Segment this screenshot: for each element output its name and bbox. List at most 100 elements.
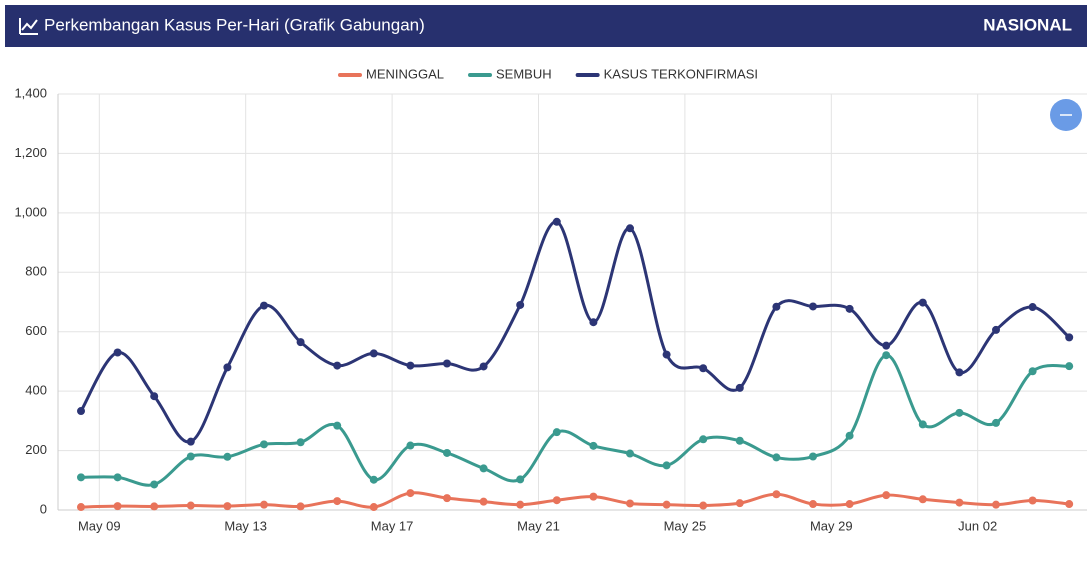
data-point (150, 480, 159, 489)
data-point (333, 361, 342, 370)
data-point (150, 502, 159, 511)
data-point (772, 453, 781, 462)
data-point (699, 435, 708, 444)
series-line (80, 491, 1070, 509)
data-point (516, 500, 525, 509)
data-point (296, 338, 305, 347)
data-point (955, 368, 964, 377)
data-point (809, 500, 817, 509)
plot: 0 200 400 600 800 1,000 1,200 1,400 May 09 May 13… (14, 66, 1087, 533)
data-point (918, 495, 927, 504)
data-point (735, 383, 744, 392)
data-point (992, 325, 1000, 334)
x-tick-label: May 29 (810, 518, 853, 533)
data-point (186, 452, 195, 461)
data-point (406, 489, 415, 498)
data-point (589, 318, 598, 327)
y-tick-label: 1,400 (14, 85, 47, 100)
x-tick-label: May 25 (664, 518, 707, 533)
data-point (223, 363, 232, 372)
data-point (992, 418, 1000, 427)
data-point (1065, 362, 1074, 371)
data-point (626, 449, 634, 458)
data-point (845, 304, 854, 313)
data-point (113, 502, 122, 511)
data-point (1028, 303, 1037, 312)
data-point (516, 475, 525, 484)
data-point (1065, 500, 1074, 509)
data-point (260, 440, 268, 449)
header-region: NASIONAL (983, 15, 1072, 34)
y-tick-label: 1,200 (14, 145, 47, 160)
data-point (809, 452, 817, 461)
data-point (809, 302, 817, 311)
legend-label: MENINGGAL (366, 66, 444, 81)
data-point (296, 438, 305, 447)
data-point (443, 494, 451, 503)
chart-icon (19, 18, 38, 35)
data-point (406, 361, 415, 370)
data-point (626, 224, 634, 233)
data-point (296, 502, 305, 511)
data-point (260, 500, 268, 509)
data-point (955, 408, 964, 417)
data-point (223, 452, 232, 461)
data-point (589, 441, 598, 450)
data-point (479, 464, 488, 473)
data-point (845, 431, 854, 440)
data-point (369, 349, 378, 358)
data-point (882, 341, 891, 350)
data-point (516, 300, 525, 309)
data-point (955, 498, 964, 507)
x-tick-label: May 13 (224, 518, 267, 533)
data-point (443, 359, 451, 368)
data-point (186, 437, 195, 446)
data-point (772, 490, 781, 499)
data-point (772, 302, 781, 311)
data-point (699, 364, 708, 373)
data-point (552, 428, 561, 437)
y-tick-label: 800 (25, 264, 47, 279)
data-point (479, 497, 488, 506)
data-point (918, 298, 927, 307)
header-title: Perkembangan Kasus Per-Hari (Grafik Gabu… (44, 15, 425, 34)
data-point (918, 420, 927, 429)
y-tick-label: 0 (40, 501, 47, 516)
x-tick-label: Jun 02 (958, 518, 997, 533)
data-point (699, 501, 708, 510)
data-point (662, 461, 671, 470)
x-tick-label: May 21 (517, 518, 560, 533)
data-point (1065, 333, 1074, 342)
legend-label: SEMBUH (496, 66, 552, 81)
data-point (150, 392, 159, 401)
y-tick-label: 200 (25, 442, 47, 457)
data-point (735, 436, 744, 445)
data-point (113, 473, 122, 482)
data-point (406, 441, 415, 450)
data-point (882, 351, 891, 360)
legend-label: KASUS TERKONFIRMASI (604, 66, 758, 81)
data-point (1028, 367, 1037, 376)
data-point (443, 448, 451, 457)
x-tick-label: May 09 (78, 518, 121, 533)
data-point (626, 499, 634, 508)
series-line (80, 353, 1070, 487)
data-point (333, 421, 342, 430)
data-point (113, 348, 122, 357)
data-point (845, 500, 854, 509)
data-point (479, 362, 488, 371)
data-point (1028, 496, 1037, 505)
data-point (662, 500, 671, 509)
data-point (552, 217, 561, 226)
y-tick-label: 600 (25, 323, 47, 338)
data-point (260, 301, 268, 310)
data-point (992, 500, 1000, 509)
y-tick-label: 1,000 (14, 204, 47, 219)
data-point (333, 497, 342, 506)
series-line (79, 220, 1071, 444)
data-point (77, 407, 85, 416)
header-bar (5, 5, 1087, 47)
data-point (223, 502, 232, 511)
y-tick-label: 400 (25, 383, 47, 398)
